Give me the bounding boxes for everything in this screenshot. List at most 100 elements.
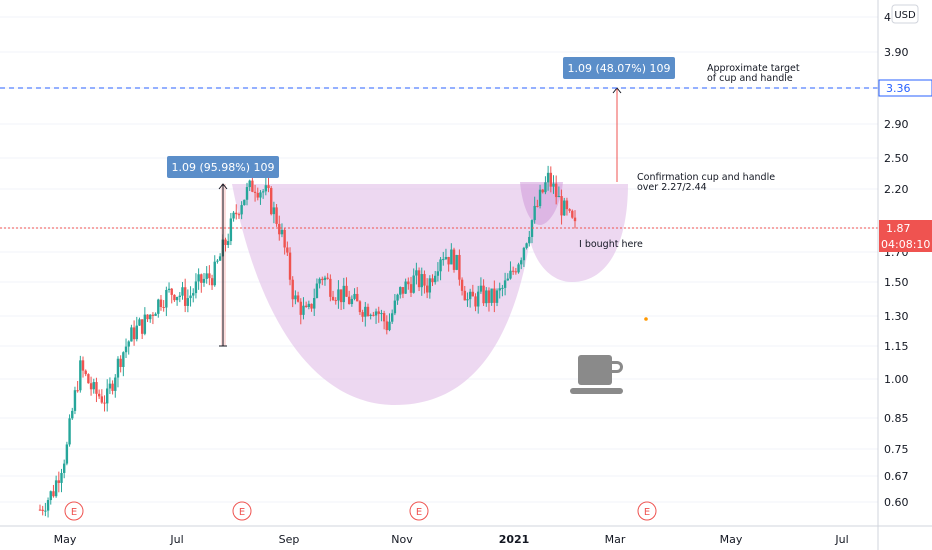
candle <box>455 254 458 271</box>
time-axis-label: Sep <box>279 533 300 546</box>
candle <box>345 277 348 297</box>
candle <box>202 272 206 287</box>
candle <box>68 414 71 447</box>
candle <box>315 278 319 299</box>
candle <box>294 290 297 305</box>
candle <box>393 294 397 316</box>
candle <box>130 324 133 342</box>
candle <box>76 381 79 393</box>
candle <box>431 274 434 287</box>
candle <box>571 209 574 219</box>
candle <box>517 262 520 274</box>
candle <box>200 273 203 293</box>
currency-button-bg[interactable] <box>891 4 919 24</box>
candle <box>97 389 101 399</box>
candle <box>278 215 281 241</box>
candle <box>409 276 413 298</box>
candle <box>181 281 184 300</box>
marker-dot <box>644 317 648 321</box>
candle <box>482 279 485 306</box>
candle <box>116 356 120 388</box>
candle <box>374 308 378 324</box>
candle <box>224 237 227 252</box>
candle <box>122 351 125 377</box>
candle <box>401 287 405 299</box>
candle <box>390 309 394 324</box>
candle <box>132 320 136 346</box>
earnings-marker[interactable]: E <box>64 501 84 521</box>
candle <box>165 286 168 317</box>
candle <box>57 471 61 493</box>
time-axis: May Jul Sep Nov 2021 Mar May Jul <box>54 533 849 546</box>
earnings-marker[interactable]: E <box>409 501 429 521</box>
candle <box>256 187 259 201</box>
candle <box>544 176 547 195</box>
candle <box>404 278 407 294</box>
candle <box>377 306 380 323</box>
candle <box>245 182 249 206</box>
candle <box>452 247 456 273</box>
price-axis-label: 2.50 <box>884 152 909 165</box>
time-axis-label: May <box>720 533 743 546</box>
candle <box>162 300 165 312</box>
candle <box>458 249 461 286</box>
candle <box>89 376 93 396</box>
price-axis-label: 0.60 <box>884 496 909 509</box>
candle <box>493 280 496 313</box>
candle <box>299 298 302 325</box>
candle <box>487 287 491 312</box>
candle <box>54 475 58 498</box>
earnings-marker[interactable]: E <box>232 501 252 521</box>
candle <box>175 296 179 306</box>
earnings-marker[interactable]: E <box>637 501 657 521</box>
price-axis-label: 4. <box>884 11 895 24</box>
candle <box>275 204 278 227</box>
candle <box>366 303 370 317</box>
candle <box>479 277 483 294</box>
candle <box>533 196 536 224</box>
candle <box>358 300 362 316</box>
candles <box>38 165 577 518</box>
price-axis-label: 1.00 <box>884 373 909 386</box>
candle <box>565 197 569 216</box>
candle <box>106 379 109 412</box>
candle <box>474 293 477 312</box>
candle <box>103 395 106 412</box>
candle <box>62 459 66 479</box>
candle <box>342 277 345 310</box>
candle <box>291 276 294 308</box>
candle <box>183 278 187 313</box>
candle <box>485 287 488 307</box>
price-axis-label: 0.75 <box>884 443 909 456</box>
bought-note: I bought here <box>579 239 643 250</box>
candle <box>554 175 558 205</box>
candle <box>302 297 305 320</box>
candle <box>261 188 265 199</box>
price-axis-label: 1.50 <box>884 276 909 289</box>
candle <box>471 284 475 297</box>
candle <box>339 289 343 311</box>
candle <box>321 276 324 286</box>
confirm-note-line1: Confirmation cup and handle <box>637 172 775 183</box>
candle <box>420 267 423 296</box>
candle <box>226 233 230 249</box>
candle <box>423 270 426 294</box>
candle <box>573 210 577 229</box>
candle <box>425 278 429 299</box>
candle <box>60 468 63 493</box>
time-axis-label: Nov <box>391 533 413 546</box>
target-note-line1: Approximate target <box>707 63 800 74</box>
candle <box>372 311 375 317</box>
candle <box>538 184 542 209</box>
candle <box>114 374 117 398</box>
candle <box>546 165 550 191</box>
countdown-tag: 04:08:10 <box>881 238 930 251</box>
candle <box>73 386 77 415</box>
candle <box>439 257 442 281</box>
candle <box>407 277 410 290</box>
candle <box>434 270 437 285</box>
currency-button[interactable]: USD <box>894 10 916 21</box>
candle <box>490 288 493 306</box>
